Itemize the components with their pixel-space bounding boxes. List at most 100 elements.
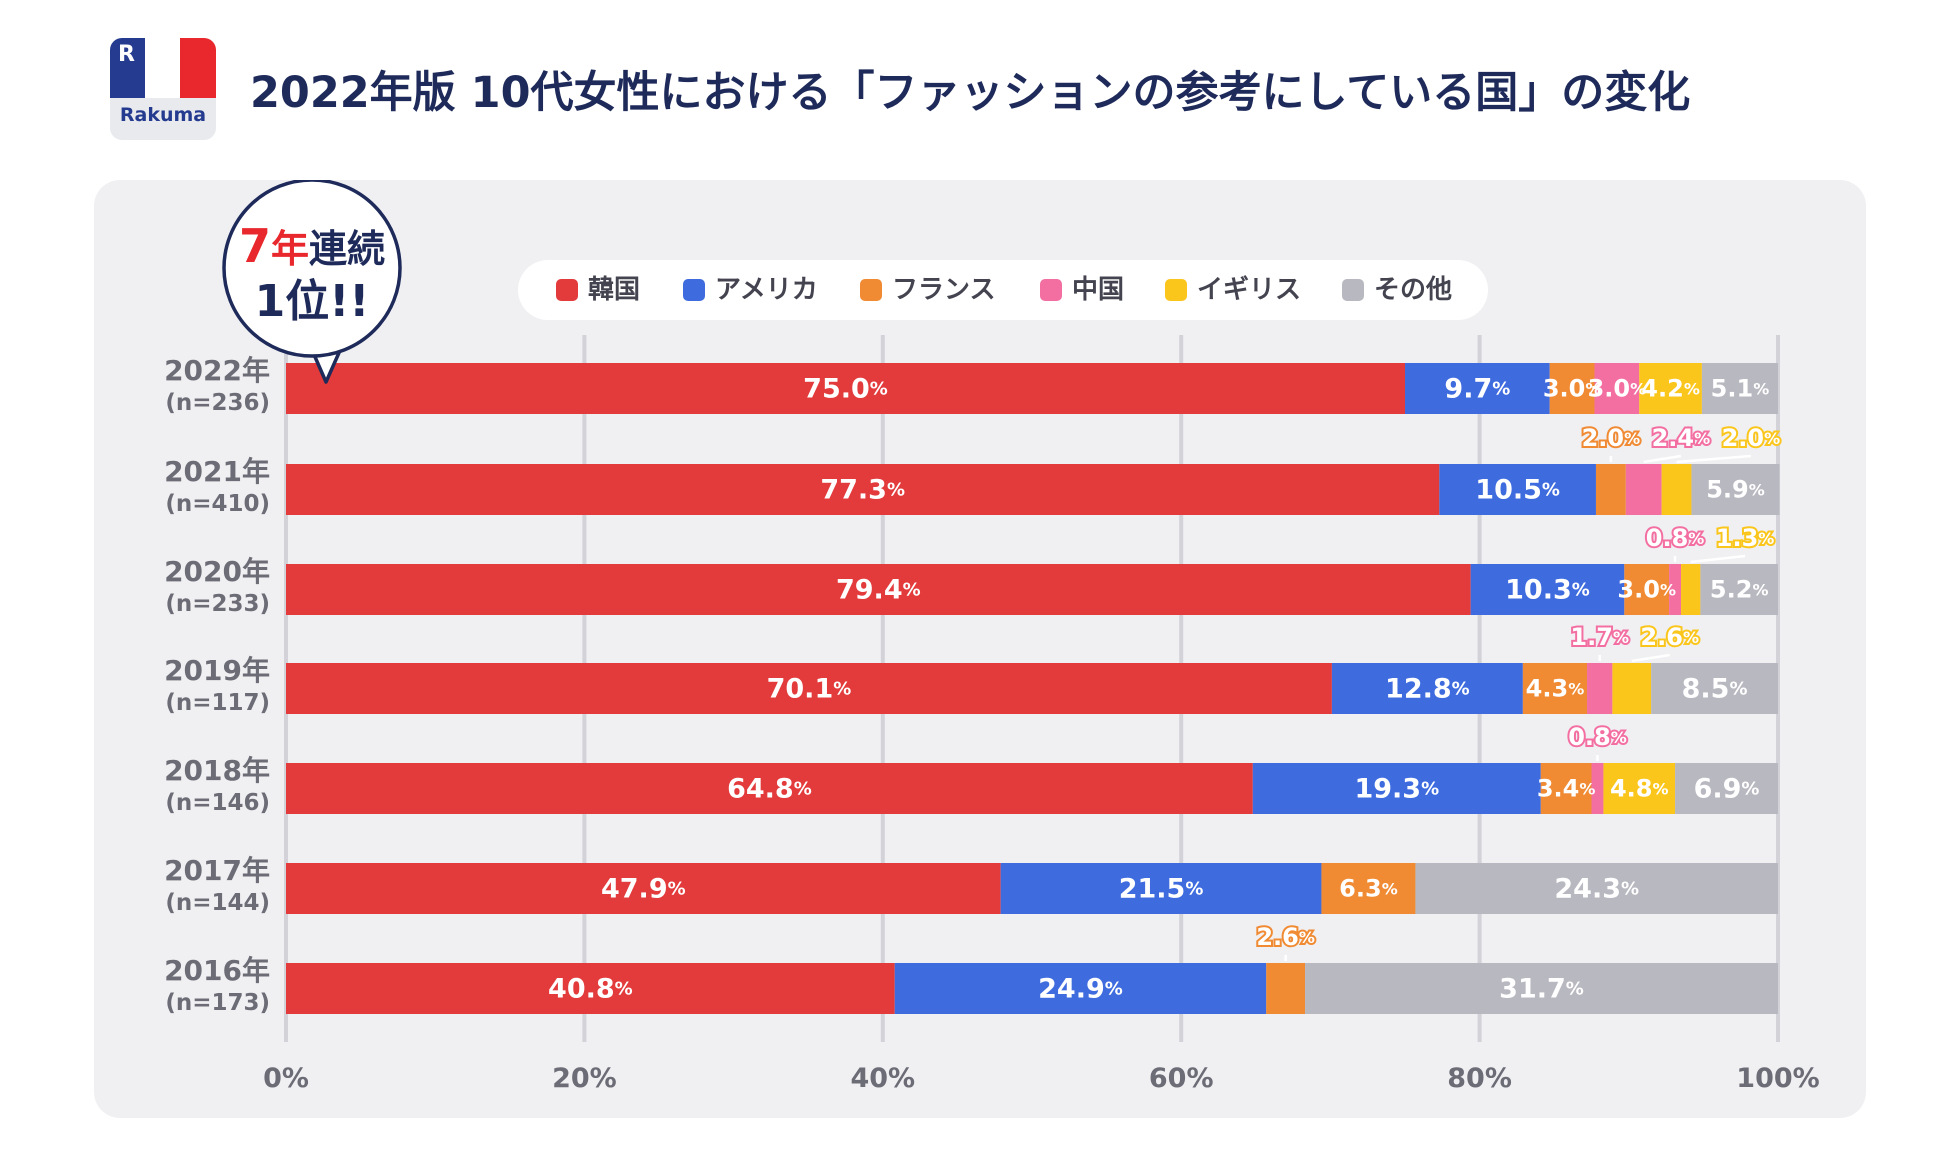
- data-label-china: 3.0%: [1588, 375, 1647, 403]
- bar-segment-america: [894, 963, 1267, 1014]
- logo-text: Rakuma: [119, 104, 207, 126]
- sample-size-label: (n=233): [165, 591, 270, 617]
- data-label-other: 6.9%: [1694, 773, 1760, 804]
- year-label: 2016年: [164, 954, 270, 987]
- bar-segment-korea: [286, 663, 1332, 714]
- legend-label-other: その他: [1374, 275, 1452, 305]
- badge-line2: 1位!!: [255, 276, 370, 327]
- bar-segment-uk: [1639, 363, 1702, 414]
- bar-segment-other: [1700, 564, 1778, 615]
- year-label: 2020年: [164, 555, 270, 588]
- badge-circle: [222, 180, 402, 358]
- sample-size-label: (n=173): [165, 990, 270, 1016]
- year-label: 2021年: [164, 455, 270, 488]
- bar-segment-other: [1701, 363, 1778, 414]
- bar-segment-uk: [1612, 663, 1652, 714]
- sample-size-label: (n=410): [165, 491, 270, 517]
- bar-segment-korea: [286, 564, 1471, 615]
- callout-label-china: 2.4%: [1652, 424, 1711, 452]
- data-label-america: 12.8%: [1385, 673, 1470, 704]
- bar-segment-korea: [286, 963, 895, 1014]
- legend-swatch-france: [860, 279, 882, 301]
- x-tick-label: 0%: [263, 1063, 309, 1094]
- bar-segment-china: [1625, 464, 1662, 515]
- data-label-uk: 4.2%: [1641, 375, 1700, 403]
- bar-segment-france: [1321, 863, 1416, 914]
- data-label-america: 21.5%: [1119, 873, 1204, 904]
- bar-segment-other: [1651, 663, 1778, 714]
- callout-line: [1643, 454, 1682, 464]
- callout-label-uk: 2.0%: [1722, 424, 1781, 452]
- legend-label-america: アメリカ: [715, 275, 818, 305]
- bar-segment-korea: [286, 763, 1253, 814]
- bar-segment-other: [1675, 763, 1778, 814]
- legend-swatch-china: [1040, 279, 1062, 301]
- year-label: 2018年: [164, 754, 270, 787]
- callout-label-uk: 2.6%: [1640, 623, 1699, 651]
- data-label-korea: 70.1%: [767, 673, 852, 704]
- legend-label-china: 中国: [1072, 275, 1124, 305]
- callout-line: [1690, 554, 1746, 564]
- rakuma-logo: R Rakuma: [110, 38, 216, 140]
- sample-size-label: (n=146): [165, 790, 270, 816]
- bar-segment-uk: [1603, 763, 1676, 814]
- bar-segment-america: [1405, 363, 1550, 414]
- bar-segment-china: [1587, 663, 1613, 714]
- sample-size-label: (n=144): [165, 890, 270, 916]
- callout-line: [1631, 653, 1670, 663]
- bar-segment-korea: [286, 363, 1405, 414]
- data-label-korea: 75.0%: [803, 373, 888, 404]
- bar-segment-france: [1595, 464, 1626, 515]
- french-flag-icon: [110, 38, 216, 98]
- callout-label-france: 2.6%: [1256, 923, 1315, 951]
- legend-label-korea: 韓国: [588, 275, 640, 305]
- callout-label-china: 0.8%: [1568, 723, 1627, 751]
- legend-label-uk: イギリス: [1197, 275, 1301, 305]
- x-tick-label: 80%: [1447, 1063, 1512, 1094]
- data-label-america: 24.9%: [1038, 973, 1123, 1004]
- bar-segment-other: [1415, 863, 1778, 914]
- bar-segment-uk: [1681, 564, 1701, 615]
- callout-label-china: 0.8%: [1646, 524, 1705, 552]
- data-label-uk: 4.8%: [1610, 775, 1669, 803]
- data-label-france: 3.0%: [1543, 375, 1602, 403]
- data-label-france: 6.3%: [1339, 875, 1398, 903]
- stacked-bar-chart: 0% 20% 40% 60% 80% 100% 韓国 アメリカ フランス 中国 イギリス その他 202…: [164, 180, 1820, 1094]
- data-label-korea: 47.9%: [601, 873, 686, 904]
- year-label: 2019年: [164, 654, 270, 687]
- legend-swatch-america: [683, 279, 705, 301]
- bar-segment-america: [1331, 663, 1523, 714]
- data-label-other: 5.2%: [1710, 576, 1769, 604]
- data-label-other: 8.5%: [1682, 673, 1748, 704]
- x-tick-label: 100%: [1736, 1063, 1819, 1094]
- bar-segment-america: [1470, 564, 1625, 615]
- year-label: 2017年: [164, 854, 270, 887]
- badge-tail-cover: [294, 340, 330, 350]
- bar-segment-uk: [1661, 464, 1692, 515]
- x-tick-label: 40%: [850, 1063, 915, 1094]
- legend-swatch-other: [1342, 279, 1364, 301]
- bar-segment-china: [1594, 363, 1640, 414]
- data-label-france: 3.4%: [1537, 775, 1596, 803]
- bar-segment-china: [1669, 564, 1682, 615]
- callout-label-uk: 1.3%: [1716, 524, 1775, 552]
- data-label-korea: 77.3%: [820, 474, 905, 505]
- bar-segment-france: [1624, 564, 1670, 615]
- bar-segment-france: [1522, 663, 1588, 714]
- bar-segment-other: [1691, 464, 1780, 515]
- badge-line1: 7年連続: [239, 219, 385, 273]
- data-label-other: 5.9%: [1706, 476, 1765, 504]
- x-tick-label: 60%: [1149, 1063, 1214, 1094]
- x-tick-label: 20%: [552, 1063, 617, 1094]
- callout-label-china: 1.7%: [1570, 623, 1629, 651]
- legend-swatch-uk: [1165, 279, 1187, 301]
- data-label-other: 5.1%: [1711, 375, 1770, 403]
- bar-segment-korea: [286, 863, 1001, 914]
- chart-panel: 0% 20% 40% 60% 80% 100% 韓国 アメリカ フランス 中国 イギリス その他 202…: [94, 180, 1866, 1118]
- bar-segment-america: [1000, 863, 1322, 914]
- data-label-korea: 79.4%: [836, 574, 921, 605]
- data-label-america: 10.5%: [1475, 474, 1560, 505]
- bar-segment-france: [1266, 963, 1306, 1014]
- sample-size-label: (n=117): [165, 690, 270, 716]
- callout-line: [1676, 454, 1751, 464]
